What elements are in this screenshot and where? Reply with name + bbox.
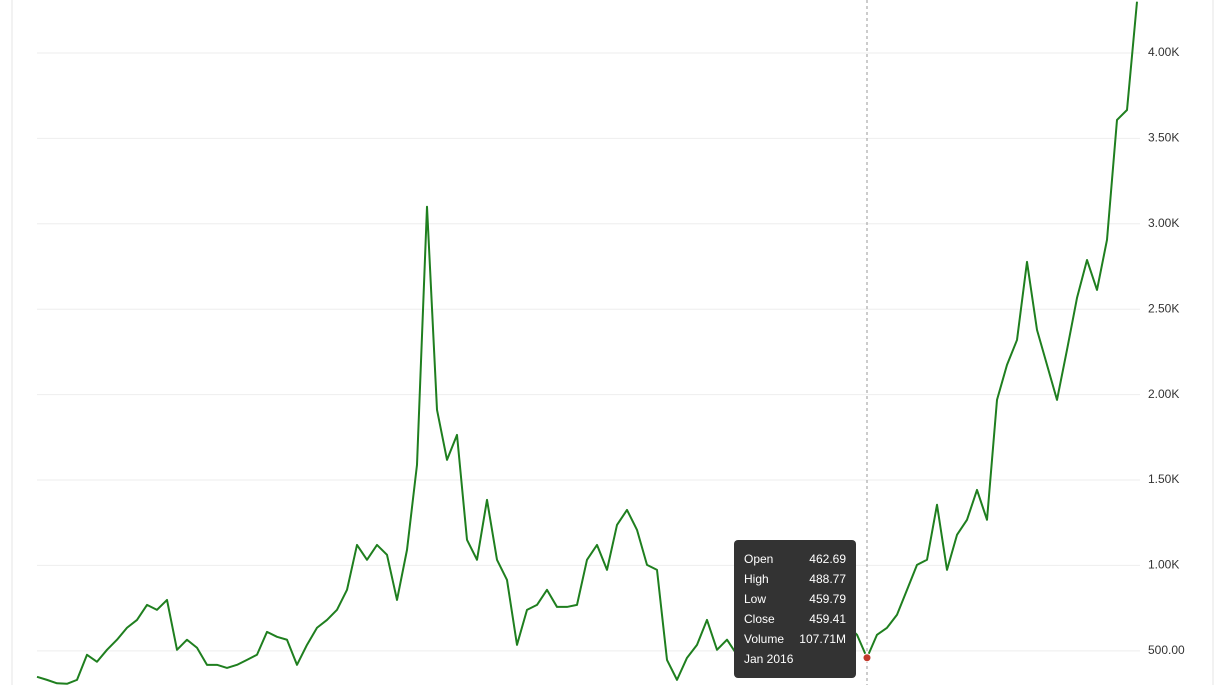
- tooltip-date: Jan 2016: [744, 652, 794, 666]
- tooltip-value: 462.69: [809, 552, 846, 566]
- y-tick-label: 4.00K: [1148, 45, 1179, 59]
- y-tick-label: 3.50K: [1148, 131, 1179, 145]
- tooltip-value: 459.41: [809, 612, 846, 626]
- plot: [36, 0, 1138, 685]
- tooltip-value: 459.79: [809, 592, 846, 606]
- price-line: [36, 1, 1138, 685]
- y-tick-label: 2.50K: [1148, 301, 1179, 315]
- tooltip-value: 488.77: [809, 572, 846, 586]
- grid: 500.00 1.00K 1.50K 2.00K 2.50K 3.00K 3.50K 4.00…: [37, 45, 1185, 657]
- tooltip: Open 462.69 High 488.77 Low 459.79 Close 459.41…: [734, 540, 856, 678]
- tooltip-label: Volume: [744, 632, 784, 646]
- tooltip-label: Low: [744, 592, 766, 606]
- tooltip-label: High: [744, 572, 769, 586]
- y-tick-label: 1.00K: [1148, 558, 1179, 572]
- hover-point: [862, 653, 872, 663]
- y-tick-label: 3.00K: [1148, 216, 1179, 230]
- tooltip-box: [734, 540, 856, 678]
- y-tick-label: 1.50K: [1148, 472, 1179, 486]
- y-tick-label: 500.00: [1148, 643, 1185, 657]
- tooltip-label: Close: [744, 612, 775, 626]
- y-tick-label: 2.00K: [1148, 387, 1179, 401]
- tooltip-value: 107.71M: [799, 632, 846, 646]
- tooltip-label: Open: [744, 552, 773, 566]
